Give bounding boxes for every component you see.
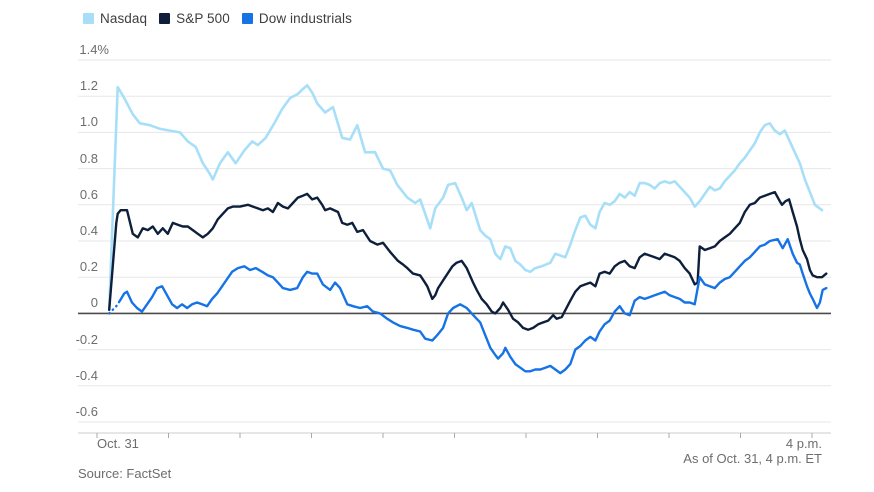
y-axis-label: 1.4%	[79, 42, 109, 57]
y-axis-label: -0.4	[75, 367, 98, 383]
source-note: Source: FactSet	[78, 466, 172, 481]
x-axis-label-end: 4 p.m.	[785, 436, 822, 451]
legend-swatch-dow-icon	[241, 13, 253, 24]
y-axis-label: 0.4	[79, 223, 98, 238]
y-axis-label: 0	[90, 295, 98, 311]
series-line-nasdaq	[107, 84, 824, 312]
y-axis-label: -0.2	[75, 331, 98, 347]
legend-swatch-sp500-icon	[159, 13, 171, 24]
x-axis-label-start: Oct. 31	[97, 436, 139, 451]
series-line-sp500	[107, 190, 828, 331]
y-axis-label: 0.2	[79, 259, 98, 275]
legend-item-dow: Dow industrials	[241, 11, 352, 26]
y-axis-label: 0.8	[79, 150, 98, 166]
y-axis-label: 0.6	[79, 186, 98, 202]
series-line-dow	[118, 237, 828, 375]
legend-label-nasdaq: Nasdaq	[100, 11, 148, 26]
y-axis-label: -0.6	[75, 404, 98, 419]
legend: Nasdaq S&P 500 Dow industrials	[83, 11, 352, 26]
as-of-note: As of Oct. 31, 4 p.m. ET	[683, 451, 822, 466]
legend-item-sp500: S&P 500	[159, 11, 230, 26]
legend-item-nasdaq: Nasdaq	[83, 11, 147, 26]
y-axis-label: 1.2	[79, 78, 98, 94]
legend-label-sp500: S&P 500	[176, 11, 230, 26]
legend-swatch-nasdaq-icon	[83, 13, 94, 24]
legend-label-dow: Dow industrials	[258, 11, 352, 26]
y-axis-label: 1.0	[79, 114, 98, 130]
